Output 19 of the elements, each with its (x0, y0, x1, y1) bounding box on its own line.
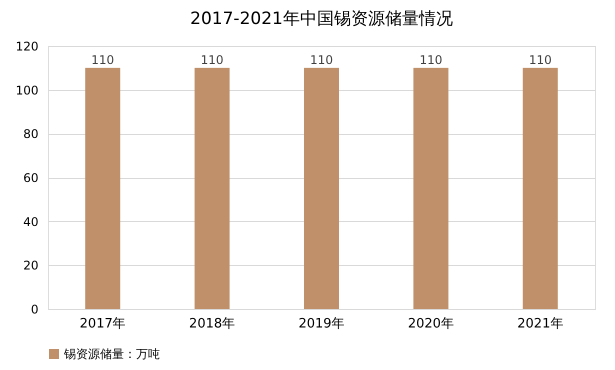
data-label: 110 (419, 52, 442, 67)
y-tick-label: 100 (16, 83, 38, 98)
y-tick-label: 60 (23, 171, 38, 185)
data-label: 110 (528, 52, 552, 67)
x-tick-label: 2021年 (517, 316, 564, 332)
x-tick-label: 2020年 (408, 316, 454, 332)
data-label: 110 (200, 52, 224, 67)
x-tick-label: 2019年 (298, 316, 345, 332)
y-tick-label: 20 (23, 258, 38, 273)
y-tick-label: 80 (23, 127, 38, 142)
x-tick-label: 2018年 (189, 316, 236, 332)
y-tick-label: 120 (16, 40, 38, 54)
data-label: 110 (310, 52, 333, 67)
y-tick-label: 0 (30, 302, 38, 316)
x-tick-label: 2017年 (80, 316, 126, 332)
y-tick-label: 40 (23, 214, 38, 229)
data-label: 110 (91, 52, 114, 67)
legend-label: 锡资源储量：万吨 (63, 347, 160, 361)
chart-title: 2017-2021年中国锡资源储量情况 (190, 9, 453, 29)
